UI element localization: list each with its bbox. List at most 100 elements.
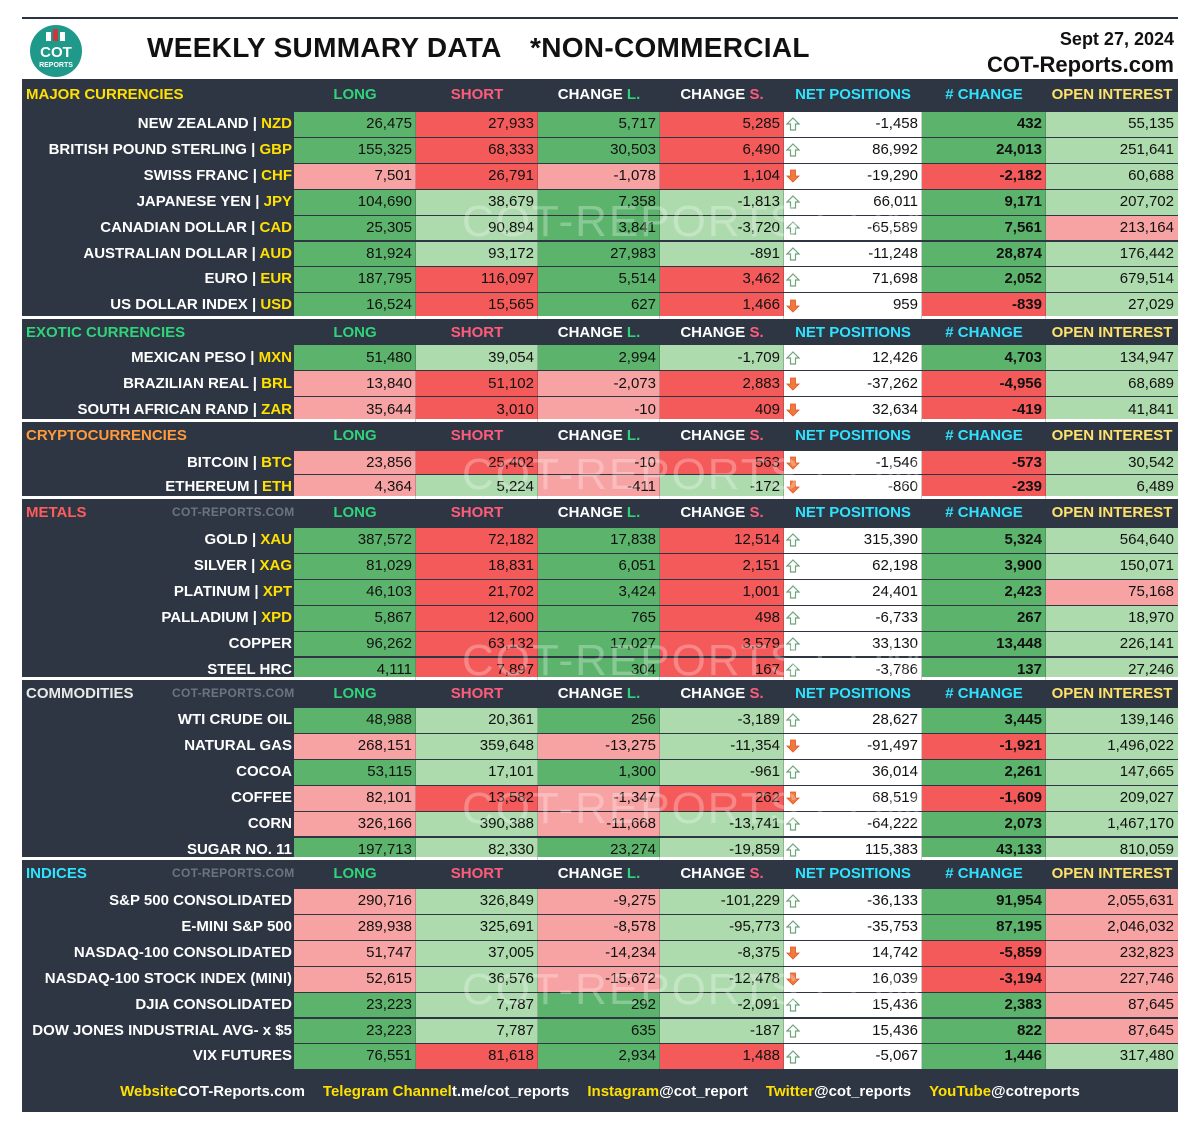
short-value: 27,933 [416,112,538,137]
arrow-up-icon [786,843,800,857]
net-position-value-text: -11,248 [868,244,918,262]
open-interest-value-text: 1,496,022 [1107,736,1174,754]
net-position-value: -19,290 [784,163,922,189]
long-value-text: 13,840 [366,375,412,392]
net-position-value-text: 62,198 [872,556,918,574]
open-interest-value: 227,746 [1046,966,1178,992]
change-short-value-text: 498 [754,608,780,626]
net-change-value: 7,561 [922,215,1046,241]
long-value-text: 387,572 [357,531,412,548]
row-label: PALLADIUM | XPD [22,606,292,631]
section-title: COMMODITIES [26,685,134,702]
short-value-text: 20,361 [488,711,534,728]
net-position-value: 15,436 [784,992,922,1018]
name-code-separator: | [247,270,261,288]
long-value: 4,364 [294,475,416,498]
open-interest-value-text: 27,029 [1128,296,1174,314]
open-interest-value: 41,841 [1046,397,1178,422]
net-change-value: 24,013 [922,137,1046,163]
open-interest-value-text: 317,480 [1119,1047,1174,1065]
footer-link[interactable]: Instagram @cot_report [587,1072,748,1112]
col-header-open-interest: OPEN INTEREST [1051,86,1173,103]
net-change-value-text: 2,423 [1004,582,1042,600]
table-row: SILVER | XAG 81,029 18,831 6,051 2,151 62,198… [22,553,1178,579]
table-row: SOUTH AFRICAN RAND | ZAR 35,644 3,010 -10 40… [22,397,1178,422]
short-value: 38,679 [416,189,538,215]
change-short-value: -891 [660,241,784,267]
name-code-separator: | [246,349,259,366]
instrument-code: BTC [261,454,292,471]
short-value-text: 3,010 [496,401,534,418]
net-position-value: 68,519 [784,785,922,811]
arrow-down-icon [786,456,800,470]
instrument-name: NASDAQ-100 CONSOLIDATED [73,943,292,961]
change-short-value-text: -1,709 [737,349,780,366]
net-change-value-text: -1,921 [999,736,1042,754]
open-interest-value-text: 227,746 [1119,969,1174,987]
change-long-value-text: 765 [630,608,656,626]
short-value: 326,849 [416,889,538,914]
change-short-value: -3,720 [660,215,784,241]
arrow-up-icon [786,117,800,132]
net-position-value-text: 15,436 [872,1021,918,1039]
change-short-value-text: 409 [754,401,780,418]
change-long-value-text: 3,841 [618,218,656,236]
net-position-value: 15,436 [784,1018,922,1044]
row-label: COPPER [22,632,292,657]
long-value: 48,988 [294,708,416,733]
arrow-down-icon [786,972,800,986]
open-interest-value: 68,689 [1046,371,1178,396]
net-change-value-text: -4,956 [999,375,1042,392]
col-header-long: LONG [333,427,377,444]
footer-link-value: @cot_reports [813,1083,912,1100]
name-code-separator: | [246,218,260,236]
footer-link[interactable]: Telegram Channel t.me/cot_reports [323,1072,569,1112]
net-change-value: 432 [922,112,1046,137]
net-position-value: -1,458 [784,112,922,137]
open-interest-value-text: 87,645 [1128,995,1174,1013]
long-value: 289,938 [294,914,416,940]
change-short-value: 2,151 [660,553,784,579]
change-short-value: 262 [660,785,784,811]
instrument-name: BITCOIN [186,454,249,471]
open-interest-value: 251,641 [1046,137,1178,163]
short-value-text: 82,330 [488,840,534,858]
row-label: E-MINI S&P 500 [22,915,292,940]
change-short-value: 12,514 [660,528,784,553]
instrument-name: JAPANESE YEN [136,192,252,210]
section-separator [22,316,1178,319]
long-value: 81,029 [294,553,416,579]
instrument-name: NASDAQ-100 STOCK INDEX (MINI) [44,969,292,987]
long-value-text: 16,524 [366,296,412,314]
footer-link[interactable]: YouTube @cotreports [929,1072,1080,1112]
short-value-text: 7,787 [496,995,534,1013]
net-position-value-text: 68,519 [872,788,918,806]
col-header-open-interest: OPEN INTEREST [1051,427,1173,444]
change-long-value: 17,838 [538,528,660,553]
col-header-net-positions: NET POSITIONS [795,427,911,444]
change-short-value-text: 262 [754,788,780,806]
footer-link[interactable]: Twitter @cot_reports [766,1072,911,1112]
net-position-value: 24,401 [784,579,922,605]
net-change-value-text: 7,561 [1004,218,1042,236]
section-title: EXOTIC CURRENCIES [26,324,186,341]
open-interest-value: 232,823 [1046,940,1178,966]
table-row: JAPANESE YEN | JPY 104,690 38,679 7,358 -1,8… [22,189,1178,215]
open-interest-value-text: 2,055,631 [1107,892,1174,909]
short-value-text: 7,897 [496,660,534,678]
net-position-value: -91,497 [784,733,922,759]
change-short-value: -13,741 [660,811,784,837]
table-row: SWISS FRANC | CHF 7,501 26,791 -1,078 1,104 -… [22,163,1178,189]
footer-link[interactable]: Website COT-Reports.com [120,1072,305,1112]
long-value-text: 46,103 [366,582,412,600]
change-long-value: 5,514 [538,267,660,293]
open-interest-value: 139,146 [1046,708,1178,733]
footer-link-value: t.me/cot_reports [451,1083,570,1100]
table-row: COPPER 96,262 63,132 17,027 3,579 33,130 13,44… [22,631,1178,657]
arrow-up-icon [786,1024,800,1038]
net-position-value: 315,390 [784,528,922,553]
short-value: 25,402 [416,451,538,474]
change-short-value: -187 [660,1018,784,1044]
change-long-value: -13,275 [538,733,660,759]
net-position-value: 36,014 [784,759,922,785]
